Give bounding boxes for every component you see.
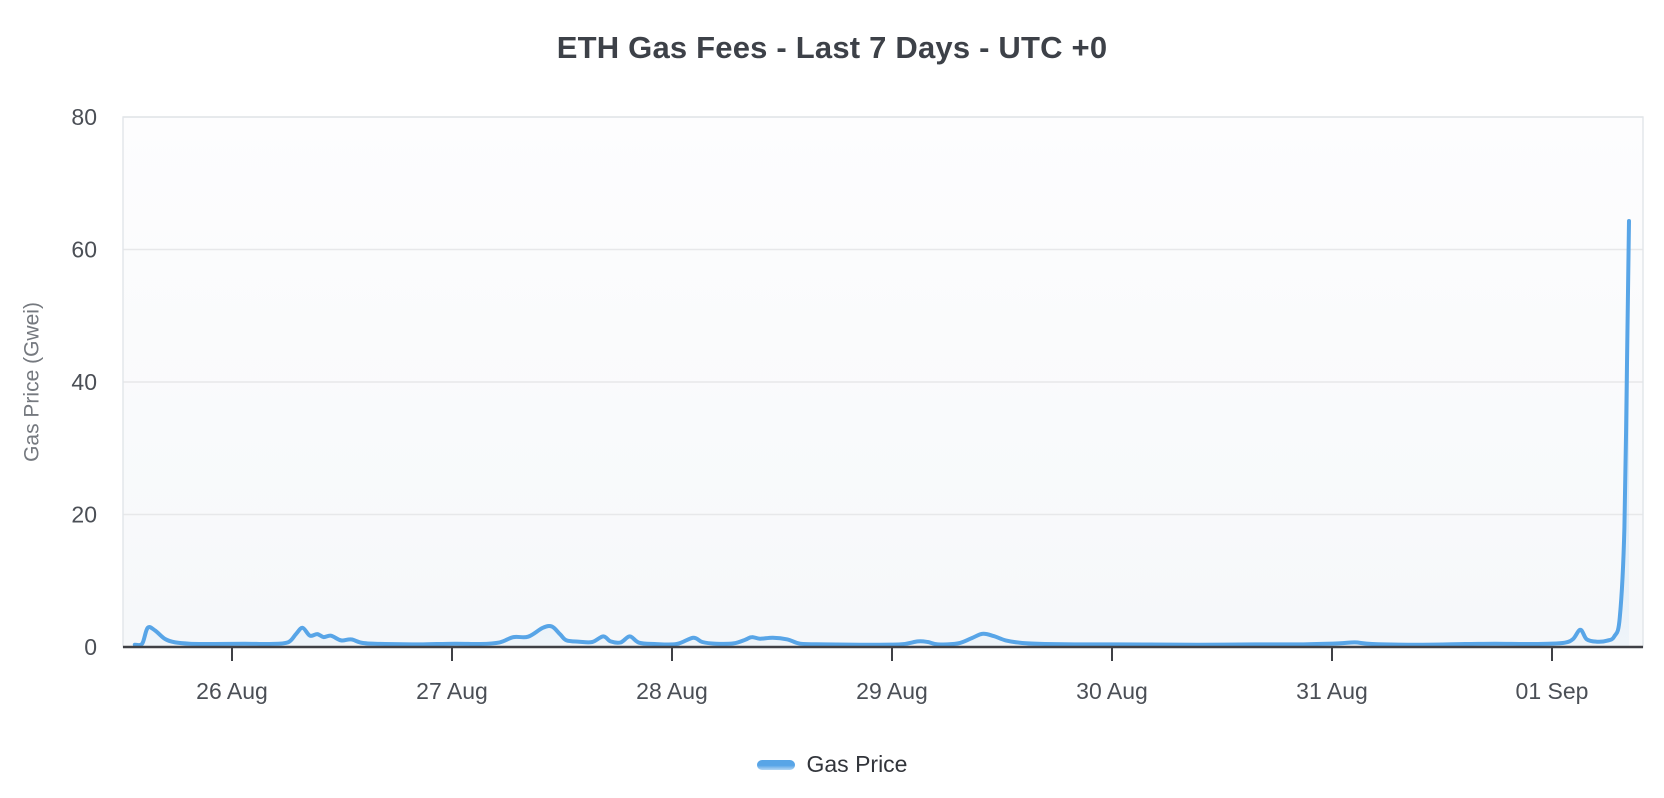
chart-legend: Gas Price — [0, 751, 1664, 778]
x-tick-label-30-aug: 30 Aug — [1076, 678, 1148, 704]
x-tick-label-01-sep: 01 Sep — [1516, 678, 1589, 704]
x-tick-label-31-aug: 31 Aug — [1296, 678, 1368, 704]
x-tick-label-29-aug: 29 Aug — [856, 678, 928, 704]
x-tick-label-27-aug: 27 Aug — [416, 678, 488, 704]
chart-title: ETH Gas Fees - Last 7 Days - UTC +0 — [556, 30, 1108, 65]
y-tick-label-0: 0 — [84, 634, 97, 660]
x-tick-label-28-aug: 28 Aug — [636, 678, 708, 704]
x-tick-label-26-aug: 26 Aug — [196, 678, 268, 704]
y-tick-label-80: 80 — [71, 104, 97, 130]
gas-price-line — [132, 219, 1631, 648]
y-tick-label-60: 60 — [71, 237, 97, 263]
legend-item-gas-price[interactable]: Gas Price — [756, 751, 908, 778]
legend-label: Gas Price — [806, 751, 908, 777]
gas-price-line-swatch-icon — [756, 759, 795, 770]
y-tick-label-40: 40 — [71, 369, 97, 395]
y-axis-title: Gas Price (Gwei) — [21, 302, 44, 462]
y-tick-label-20: 20 — [71, 502, 97, 528]
